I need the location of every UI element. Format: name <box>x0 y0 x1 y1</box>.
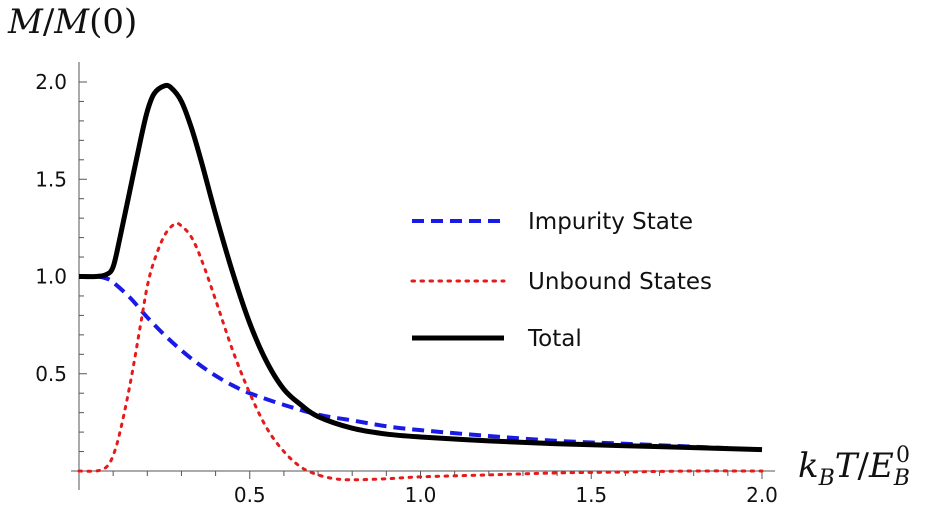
legend: Impurity State Unbound States Total <box>410 209 712 352</box>
plot-area: 0.5 1.0 1.5 2.0 0.5 1.0 1.5 2.0 <box>35 62 778 507</box>
x-tick-label: 2.0 <box>746 483 778 507</box>
svg-text:M/M(0): M/M(0) <box>7 2 137 42</box>
y-axis-title: M/M(0) <box>7 2 137 42</box>
svg-text:kBT/EB0: kBT/EB0 <box>798 443 910 491</box>
y-tick-label: 0.5 <box>35 362 67 386</box>
series-unbound-line <box>77 221 764 482</box>
y-tick-label: 1.5 <box>35 167 67 191</box>
series-impurity-line <box>78 274 763 452</box>
x-tick-label: 1.0 <box>405 483 437 507</box>
y-tick-label: 2.0 <box>35 70 67 94</box>
legend-label-total: Total <box>527 326 582 352</box>
x-axis-title: kBT/EB0 <box>798 443 910 491</box>
legend-label-unbound: Unbound States <box>528 269 712 295</box>
x-tick-label: 0.5 <box>234 483 266 507</box>
y-tick-label: 1.0 <box>35 265 67 289</box>
series-total-line <box>78 82 763 453</box>
legend-label-impurity: Impurity State <box>528 209 693 235</box>
x-tick-label: 1.5 <box>575 483 607 507</box>
